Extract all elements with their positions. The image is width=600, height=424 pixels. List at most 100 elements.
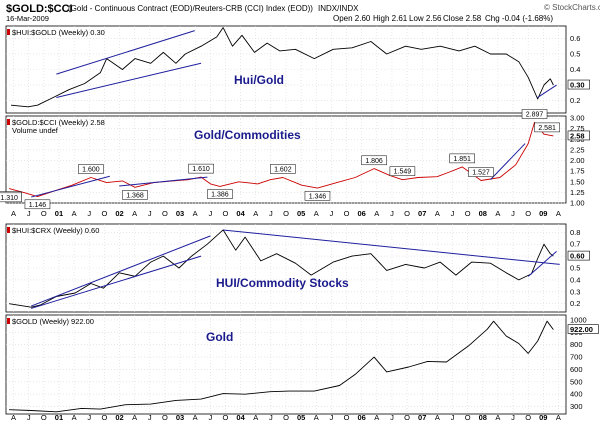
quote-close: Close 2.58 (443, 14, 482, 23)
y-tick-label: 2.00 (570, 156, 585, 165)
x-tick-label: O (525, 413, 531, 422)
point-label: 1.346 (309, 193, 327, 200)
x-tick-label: O (162, 413, 168, 422)
x-tick-label: A (435, 413, 440, 422)
chart-date: 16-Mar-2009 (6, 14, 49, 23)
y-tick-label: 2.75 (570, 124, 585, 133)
point-label: 1.610 (192, 166, 210, 173)
point-label-box (468, 167, 494, 177)
x-tick-label: A (193, 209, 198, 218)
x-tick-label: O (41, 209, 47, 218)
quote-low: Low 2.56 (409, 14, 442, 23)
y-tick-label: 1.50 (570, 177, 585, 186)
chart-title: $GOLD:$CCI (6, 3, 73, 15)
last-value-label: 2.58 (570, 131, 585, 140)
panel-annotation: HUI/Commodity Stocks (216, 276, 349, 290)
trend-line (30, 235, 211, 307)
y-tick-label: 0.6 (570, 34, 580, 43)
x-tick-label: 08 (479, 413, 487, 422)
point-label: 1.549 (394, 169, 412, 176)
last-value-label: 0.60 (570, 252, 585, 261)
y-tick-label: 1000 (570, 315, 587, 324)
last-value-label: 0.30 (570, 81, 585, 90)
x-tick-label: J (27, 209, 31, 218)
trend-line (490, 143, 526, 181)
y-tick-label: 0.2 (570, 299, 580, 308)
y-tick-label: 0.5 (570, 264, 580, 273)
point-label: 1.600 (82, 167, 100, 174)
x-tick-label: 06 (358, 209, 366, 218)
point-label-box (389, 166, 416, 176)
stockcharts-credit: © StockCharts.com (544, 3, 600, 12)
panel-label: $HUI:$CRX (Weekly) 0.60 (12, 226, 99, 235)
x-tick-label: 09 (539, 413, 547, 422)
x-tick-label: J (148, 209, 152, 218)
x-tick-label: 02 (115, 209, 123, 218)
trend-line (527, 250, 557, 277)
point-label-box (270, 164, 296, 174)
point-label: 2.581 (538, 125, 556, 132)
x-tick-label: 02 (115, 413, 123, 422)
y-tick-label: 1.75 (570, 167, 585, 176)
point-label-box (521, 109, 548, 119)
x-tick-label: O (283, 209, 289, 218)
x-tick-label: O (223, 413, 229, 422)
x-tick-label: 04 (236, 209, 245, 218)
trend-line (223, 229, 560, 265)
series-line (10, 27, 554, 108)
last-value-box (567, 79, 590, 90)
x-tick-label: A (314, 209, 319, 218)
x-tick-label: O (404, 413, 410, 422)
panel-annotation: Gold (206, 330, 233, 344)
x-tick-label: A (72, 413, 77, 422)
series-line (9, 320, 554, 413)
x-tick-label: O (101, 209, 107, 218)
quote-high: High 2.61 (373, 14, 408, 23)
point-label-box (122, 190, 148, 200)
point-label-box (24, 199, 51, 210)
panel-marker (7, 29, 10, 35)
trend-line (537, 84, 557, 98)
panel-marker (7, 119, 10, 125)
point-label: 1.368 (126, 192, 144, 199)
y-tick-label: 1.25 (570, 188, 585, 197)
x-tick-label: A (314, 413, 319, 422)
y-tick-label: 3.00 (570, 114, 585, 123)
x-tick-label: A (193, 413, 198, 422)
x-tick-label: J (87, 209, 91, 218)
point-label: 1.602 (274, 166, 292, 173)
y-tick-label: 0.5 (570, 49, 580, 58)
panel-sublabel: Volume undef (12, 126, 59, 135)
point-label: 1.527 (472, 170, 490, 177)
panel-marker (7, 318, 10, 324)
y-tick-label: 0.4 (570, 275, 580, 284)
quote-change: Chg -0.04 (-1.68%) (485, 14, 553, 23)
x-tick-label: J (27, 413, 31, 422)
x-tick-label: O (41, 413, 47, 422)
x-tick-label: O (465, 209, 471, 218)
panel-label: $GOLD:$CCI (Weekly) 2.58 (12, 118, 105, 127)
x-tick-label: J (390, 209, 394, 218)
quote-open: Open 2.60 (333, 14, 371, 23)
series-line (8, 121, 554, 198)
panel-2: 3.002.752.502.252.001.751.501.251.001.33… (0, 109, 590, 210)
x-tick-label: O (525, 209, 531, 218)
y-tick-label: 300 (570, 402, 583, 411)
panel-label: $GOLD (Weekly) 922.00 (12, 317, 94, 326)
x-tick-label: A (374, 209, 379, 218)
y-tick-label: 0.7 (570, 240, 580, 249)
last-value-box (567, 130, 590, 141)
trend-line (31, 175, 110, 198)
y-tick-label: 600 (570, 365, 583, 374)
point-label: 1.310 (0, 195, 18, 202)
trend-line (56, 62, 202, 98)
y-tick-label: 2.25 (570, 145, 585, 154)
x-tick-label: 07 (418, 209, 426, 218)
panel-frame (5, 314, 567, 415)
x-tick-label: 05 (297, 413, 305, 422)
x-tick-label: J (269, 413, 273, 422)
panel-label: $HUI:$GOLD (Weekly) 0.30 (12, 28, 105, 37)
point-label-box (207, 189, 233, 199)
y-tick-label: 1.00 (570, 199, 585, 208)
